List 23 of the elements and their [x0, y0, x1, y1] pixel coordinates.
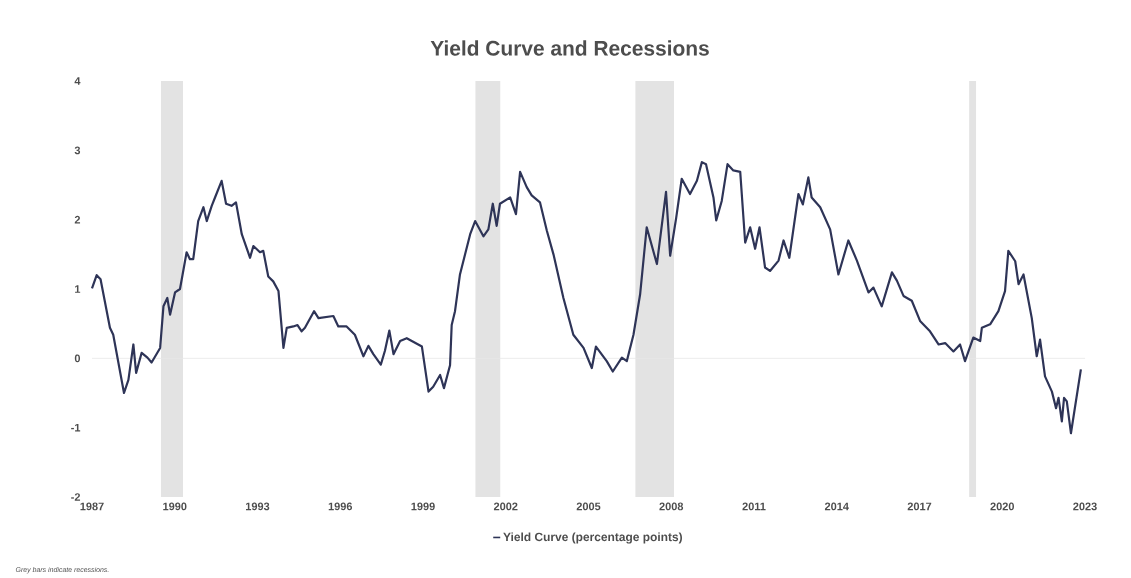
x-tick-label: 2008 [659, 502, 684, 511]
x-tick-label: 2023 [1073, 502, 1097, 511]
y-tick-label: 3 [74, 146, 81, 155]
chart-title: Yield Curve and Recessions [430, 40, 709, 56]
x-tick-label: 2014 [824, 502, 849, 511]
line-series [90, 161, 1082, 435]
x-tick-label: 1993 [246, 502, 270, 511]
x-tick-label: 1999 [411, 502, 435, 511]
y-tick-label: 0 [74, 354, 81, 363]
y-tick-label: -1 [71, 423, 81, 432]
x-tick-label: 2017 [907, 502, 932, 511]
y-tick-label: 2 [74, 215, 81, 224]
y-tick-label: 4 [74, 77, 81, 85]
x-tick-label: 2002 [493, 502, 518, 511]
legend-label: Yield Curve (percentage points) [503, 532, 682, 544]
x-tick-label: 2005 [576, 502, 601, 511]
x-tick-label: 1990 [163, 502, 187, 511]
x-tick-label: 1996 [328, 502, 353, 511]
x-tick-label: 2020 [990, 502, 1014, 511]
x-tick-label: 1987 [80, 502, 104, 511]
y-tick-label: 1 [75, 285, 81, 293]
y-tick-label: -2 [71, 493, 81, 501]
x-tick-label: 2011 [742, 502, 766, 511]
